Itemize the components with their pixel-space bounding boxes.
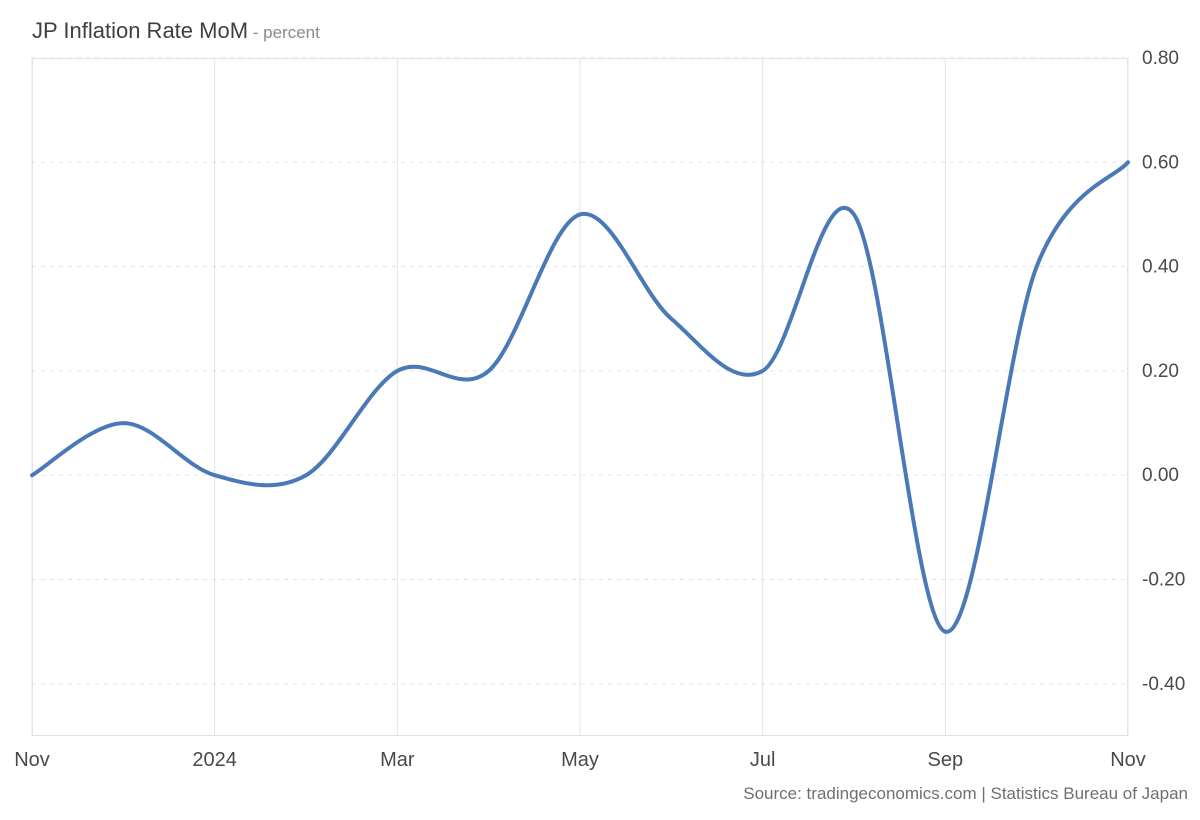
chart-container: JP Inflation Rate MoM - percent -0.40-0.… xyxy=(0,0,1200,820)
y-tick-label: -0.20 xyxy=(1142,570,1185,591)
x-tick-label: Nov xyxy=(1110,749,1146,771)
chart-source: Source: tradingeconomics.com | Statistic… xyxy=(743,784,1188,804)
y-tick-label: 0.00 xyxy=(1142,465,1179,486)
chart-svg: -0.40-0.200.000.200.400.600.80Nov2024Mar… xyxy=(32,58,1128,736)
chart-title: JP Inflation Rate MoM - percent xyxy=(32,18,320,44)
chart-title-main: JP Inflation Rate MoM xyxy=(32,18,248,43)
chart-title-unit: - percent xyxy=(248,23,320,42)
x-tick-label: Mar xyxy=(380,749,415,771)
y-tick-label: 0.80 xyxy=(1142,48,1179,69)
y-tick-label: -0.40 xyxy=(1142,674,1185,695)
y-tick-label: 0.40 xyxy=(1142,257,1179,278)
x-tick-label: Jul xyxy=(750,749,776,771)
x-tick-label: May xyxy=(561,749,599,771)
x-tick-label: Nov xyxy=(14,749,50,771)
y-tick-label: 0.20 xyxy=(1142,361,1179,382)
y-tick-label: 0.60 xyxy=(1142,152,1179,173)
x-tick-label: 2024 xyxy=(192,749,237,771)
x-tick-label: Sep xyxy=(928,749,964,771)
chart-plot-area: -0.40-0.200.000.200.400.600.80Nov2024Mar… xyxy=(32,58,1128,736)
